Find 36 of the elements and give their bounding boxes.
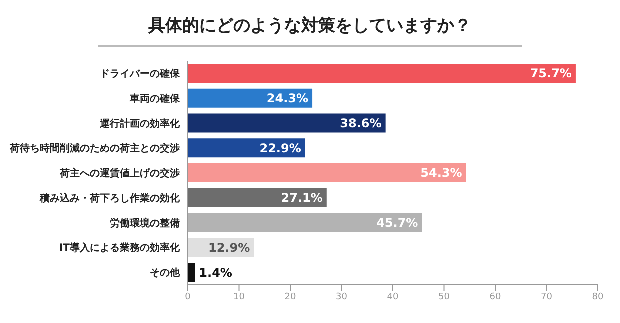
- x-tick-label: 30: [336, 292, 348, 302]
- y-tick-label: IT導入による業務の効率化: [59, 242, 181, 254]
- data-label: 75.7%: [530, 66, 572, 81]
- x-tick-label: 10: [234, 292, 246, 302]
- bar: [188, 114, 386, 133]
- x-tick-label: 50: [438, 292, 450, 302]
- y-tick-label: 運行計画の効率化: [99, 118, 181, 130]
- data-label: 24.3%: [266, 92, 309, 106]
- y-tick-label: 積み込み・荷下ろし作業の効化: [39, 192, 181, 204]
- y-tick-label: 労働環境の整備: [110, 217, 180, 230]
- x-tick-label: 0: [185, 292, 192, 302]
- y-tick-label: 車両の確保: [129, 92, 181, 105]
- bar: [188, 88, 313, 108]
- bar: [188, 188, 327, 208]
- x-tick-label: 80: [592, 292, 604, 302]
- chart-title: 具体的にどのような対策をしていますか？: [98, 8, 522, 47]
- bar: [188, 263, 196, 282]
- bar: [188, 138, 306, 158]
- y-tick-label: ドライバーの確保: [100, 68, 181, 80]
- x-tick-label: 40: [387, 292, 399, 302]
- data-label: 1.4%: [199, 266, 232, 280]
- x-tick-label: 60: [490, 292, 502, 302]
- data-label: 22.9%: [260, 141, 302, 156]
- y-tick-label: その他: [150, 267, 181, 280]
- x-tick-label: 20: [284, 292, 296, 302]
- y-tick-label: 荷主への運賃値上げの交渉: [59, 168, 180, 180]
- x-tick-label: 70: [541, 292, 553, 302]
- bar: [188, 164, 466, 183]
- bar: [188, 64, 576, 83]
- data-label: 54.3%: [420, 166, 462, 180]
- data-label: 45.7%: [376, 216, 418, 230]
- data-label: 27.1%: [281, 191, 323, 206]
- y-tick-label: 荷待ち時間削減のための荷主との交渉: [9, 142, 180, 155]
- data-label: 38.6%: [340, 116, 382, 130]
- data-label: 12.9%: [208, 240, 250, 255]
- bar: [188, 213, 422, 232]
